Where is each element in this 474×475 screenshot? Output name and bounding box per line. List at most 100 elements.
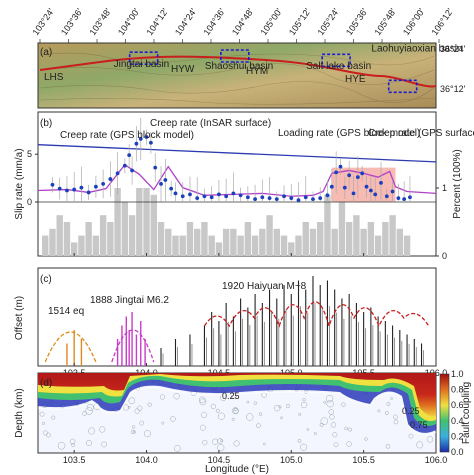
rupture-arc: [111, 329, 155, 363]
insar-point: [50, 182, 55, 187]
insar-point: [238, 193, 243, 198]
annot-loading: Loading rate (GPS block model): [278, 128, 420, 139]
seismicity-circle: [416, 441, 424, 449]
fault-segment-labels: LHS HYW HYM HYE: [44, 64, 366, 85]
seismicity-circle: [385, 444, 391, 449]
insar-point: [134, 141, 139, 146]
top-lon-tick-label: 105°00': [258, 6, 284, 37]
insar-point: [159, 181, 163, 186]
seismicity-circle: [384, 411, 389, 415]
seismicity-circle: [57, 441, 66, 450]
insar-point: [379, 180, 383, 185]
insar-point: [169, 186, 174, 191]
seismicity-circle: [217, 412, 226, 420]
event-label-1888: 1888 Jingtai M6.2: [90, 295, 169, 306]
slip-rate-tick-label: 0: [27, 197, 32, 207]
seismicity-circle: [302, 397, 306, 402]
offset-bars: [66, 276, 424, 366]
ylabel-slip-rate: Slip rate (mm/a): [14, 148, 25, 219]
percent-bar: [215, 242, 223, 256]
seismicity-circle: [159, 394, 166, 400]
insar-point: [153, 165, 158, 170]
seismicity-circle: [199, 398, 207, 406]
percent-bar: [42, 235, 49, 256]
insar-point: [364, 184, 369, 189]
xlabel-longitude: Longitude (°E): [205, 464, 269, 475]
insar-point: [296, 198, 301, 202]
insar-point: [231, 191, 236, 196]
seismicity-circle: [220, 439, 224, 443]
seismicity-circle: [85, 439, 92, 446]
seismicity-circle: [71, 442, 75, 447]
loading-rate-line: [37, 144, 437, 163]
seismicity-circle: [46, 432, 51, 438]
event-label-1920: 1920 Haiyuan M~8: [222, 281, 307, 292]
seismicity-circle: [173, 445, 181, 452]
insar-point: [408, 195, 412, 200]
contour-label-3: 0.75: [410, 420, 428, 430]
insar-point: [127, 153, 132, 158]
insar-point: [318, 196, 323, 201]
insar-points: [50, 135, 412, 202]
seismicity-circle: [173, 393, 180, 400]
seismicity-circle: [99, 426, 106, 433]
percent-bar: [389, 215, 396, 256]
insar-point: [260, 195, 265, 200]
seismicity-circle: [134, 408, 140, 414]
percent-bar: [251, 235, 259, 256]
insar-point: [108, 177, 113, 181]
insar-point: [148, 140, 153, 145]
seismicity-circle: [408, 433, 414, 439]
percent-bar: [186, 222, 194, 256]
insar-point: [351, 191, 356, 196]
seismicity-circle: [128, 397, 136, 405]
percent-bar: [157, 222, 165, 256]
percent-bar: [273, 228, 280, 256]
lon-tick-label: 106.0: [425, 455, 448, 465]
percent-bar: [78, 235, 85, 256]
insar-point: [57, 186, 62, 191]
seismicity-circle: [137, 405, 143, 411]
colorbar-tick-label: 1.0: [451, 369, 464, 379]
panel-b-label: (b): [40, 118, 52, 129]
insar-point: [396, 196, 401, 201]
percent-bar: [70, 242, 78, 256]
lon-tick-label: 105.5: [352, 455, 375, 465]
seismicity-circle: [253, 401, 257, 405]
contour-line: [37, 387, 437, 436]
seismicity-circle: [217, 438, 223, 444]
contour-label-2: 0.25: [402, 406, 420, 416]
segment-label-hye: HYE: [345, 74, 366, 85]
top-lon-tick-label: 104°48': [230, 6, 256, 37]
insar-point: [195, 196, 200, 201]
insar-point: [144, 135, 149, 139]
percent-bar: [222, 228, 230, 256]
seismicity-circle: [170, 416, 176, 422]
percent-bar: [382, 222, 389, 256]
percent-bar: [56, 215, 63, 256]
top-lon-tick-label: 104°00': [116, 6, 142, 37]
insar-point: [338, 164, 343, 169]
seismicity-circle: [69, 438, 76, 445]
percent-bar: [121, 201, 129, 256]
seismicity-circle: [256, 423, 261, 428]
insar-point: [390, 189, 395, 194]
insar-point: [274, 197, 279, 202]
segment-label-hyw: HYW: [171, 64, 195, 75]
ylabel-offset: Offset (m): [14, 296, 25, 340]
insar-point: [79, 185, 84, 190]
percent-bar: [150, 194, 157, 256]
percent-tick-label: 1: [442, 183, 447, 193]
insar-point: [101, 181, 106, 186]
seismicity-circle: [346, 441, 352, 447]
percent-bar: [92, 235, 100, 256]
percent-bar: [107, 222, 114, 256]
percent-bar: [179, 235, 186, 256]
top-lon-tick-label: 105°48': [372, 6, 398, 37]
seismicity-circle: [323, 401, 327, 404]
percent-bar: [114, 188, 121, 256]
insar-point: [65, 188, 69, 193]
seismicity-circle: [147, 402, 152, 407]
insar-point: [93, 184, 98, 189]
